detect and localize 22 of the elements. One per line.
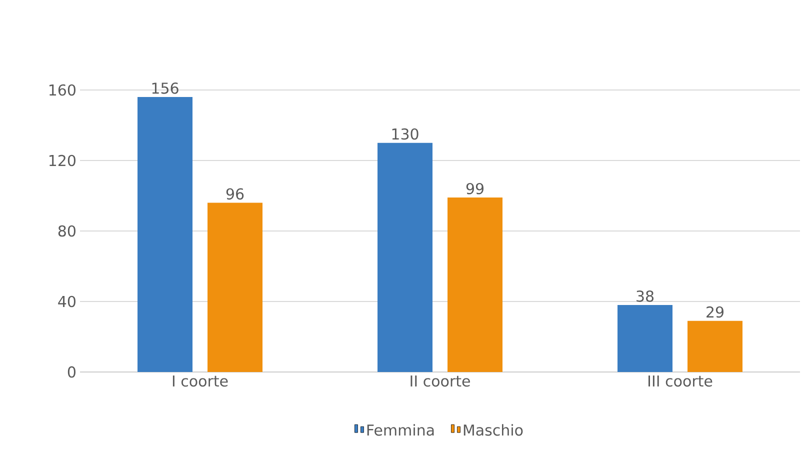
legend-label: Maschio bbox=[464, 424, 523, 436]
data-label: 38 bbox=[636, 290, 654, 302]
bar bbox=[208, 202, 263, 372]
bar bbox=[378, 142, 433, 372]
x-tick-label: III coorte bbox=[648, 376, 712, 387]
bar bbox=[138, 97, 193, 372]
data-label: 96 bbox=[226, 188, 244, 200]
data-label: 29 bbox=[706, 306, 724, 318]
x-tick-label: I coorte bbox=[172, 376, 228, 387]
x-tick-label: II coorte bbox=[410, 376, 470, 387]
data-label: 130 bbox=[392, 128, 418, 140]
y-tick-label: 40 bbox=[58, 296, 76, 308]
bar bbox=[448, 198, 502, 372]
bar bbox=[618, 305, 672, 372]
y-tick-label: 160 bbox=[49, 84, 76, 96]
y-tick-label: 0 bbox=[68, 366, 76, 378]
bar bbox=[687, 320, 742, 372]
data-label: 99 bbox=[466, 182, 484, 194]
data-label: 156 bbox=[152, 82, 178, 94]
y-tick-label: 120 bbox=[49, 154, 76, 166]
y-tick-label: 80 bbox=[58, 225, 76, 237]
legend-label: Femmina bbox=[367, 424, 434, 436]
